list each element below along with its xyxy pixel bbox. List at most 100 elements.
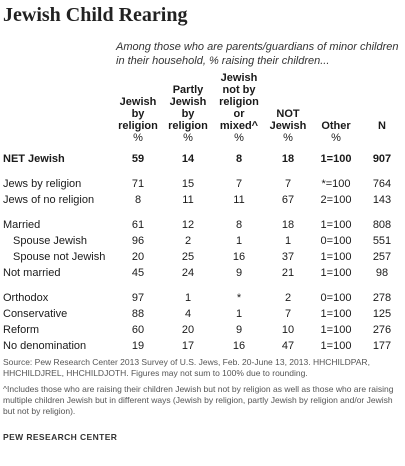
table-cell: 37 (281, 251, 295, 263)
table-cell: 2 (284, 292, 292, 304)
table-cell: 18 (281, 219, 295, 231)
table-row: No denomination 19 17 16 47 1=100 177 (3, 338, 403, 354)
table-cell: 45 (131, 267, 145, 279)
table-cell: 24 (181, 267, 195, 279)
units-row: % % % % % (3, 132, 403, 150)
row-label-header (3, 66, 113, 132)
unit-label: % (283, 132, 293, 144)
row-label: Spouse Jewish (13, 235, 87, 247)
row-spacer (3, 281, 403, 290)
table-cell: 551 (372, 235, 392, 247)
table-cell: 17 (181, 340, 195, 352)
column-header: Jewish not by religion or mixed^ (219, 72, 259, 132)
table-cell: 67 (281, 194, 295, 206)
table-row: NET Jewish 59 14 8 18 1=100 907 (3, 150, 403, 167)
table-cell: 1 (235, 235, 243, 247)
row-label: Not married (3, 267, 61, 279)
table-cell: 8 (134, 194, 142, 206)
table-cell: 16 (232, 340, 246, 352)
row-label: No denomination (3, 340, 87, 352)
table-cell: 1 (184, 292, 192, 304)
row-label: Jews by religion (3, 178, 82, 190)
table-cell: 97 (131, 292, 145, 304)
table-cell: 1=100 (320, 152, 352, 165)
table-row: Orthodox 97 1 * 2 0=100 278 (3, 290, 403, 306)
table-cell: 1=100 (320, 251, 352, 263)
table-cell: 1=100 (320, 324, 352, 336)
table-cell: 1=100 (320, 267, 352, 279)
table-cell: 1=100 (320, 308, 352, 320)
unit-label (361, 132, 403, 150)
table-cell: 18 (281, 152, 295, 165)
table-cell: 177 (372, 340, 392, 352)
table-row: Reform 60 20 9 10 1=100 276 (3, 322, 403, 338)
table-cell: 96 (131, 235, 145, 247)
table-cell: 61 (131, 219, 145, 231)
column-header: Partly Jewish by religion (168, 84, 208, 132)
table-cell: 20 (131, 251, 145, 263)
unit-label: % (133, 132, 143, 144)
header-row: Jewish by religion Partly Jewish by reli… (3, 66, 403, 132)
table-cell: 2=100 (320, 194, 352, 206)
table-row: Spouse not Jewish 20 25 16 37 1=100 257 (3, 249, 403, 265)
table-cell: 19 (131, 340, 145, 352)
row-label: Jews of no religion (3, 194, 95, 206)
table-cell: 907 (372, 152, 392, 165)
table-cell: 14 (181, 152, 195, 165)
table-row: Not married 45 24 9 21 1=100 98 (3, 265, 403, 281)
column-header: Other (321, 120, 351, 132)
table-cell: 60 (131, 324, 145, 336)
table-cell: 16 (232, 251, 246, 263)
footnote: ^Includes those who are raising their ch… (3, 384, 394, 416)
unit-label: % (234, 132, 244, 144)
table-cell: *=100 (321, 178, 351, 190)
chart-title: Jewish Child Rearing (3, 4, 188, 26)
column-header: N (378, 120, 386, 132)
table-cell: 9 (235, 324, 243, 336)
table-row: Spouse Jewish 96 2 1 1 0=100 551 (3, 233, 403, 249)
table-row: Conservative 88 4 1 7 1=100 125 (3, 306, 403, 322)
table-cell: 143 (372, 194, 392, 206)
table-cell: 1=100 (320, 340, 352, 352)
table-cell: 1 (235, 308, 243, 320)
table-cell: 21 (281, 267, 295, 279)
table-cell: 2 (184, 235, 192, 247)
table-cell: 10 (281, 324, 295, 336)
table-body: % % % % % NET Jewish 59 14 8 18 1=100 907 Jews … (3, 132, 403, 354)
table-cell: 1 (284, 235, 292, 247)
row-label: NET Jewish (3, 152, 65, 165)
table-cell: 257 (372, 251, 392, 263)
table-cell: * (236, 292, 242, 304)
table-cell: 9 (235, 267, 243, 279)
row-label: Reform (3, 324, 40, 336)
table-cell: 15 (181, 178, 195, 190)
table-cell: 88 (131, 308, 145, 320)
unit-label: % (183, 132, 193, 144)
unit-label: % (331, 132, 341, 144)
table-row: Jews of no religion 8 11 11 67 2=100 143 (3, 192, 403, 208)
row-label: Spouse not Jewish (13, 251, 106, 263)
table-row: Married 61 12 8 18 1=100 808 (3, 217, 403, 233)
table-cell: 0=100 (320, 235, 352, 247)
row-label: Orthodox (3, 292, 49, 304)
data-table: Jewish by religion Partly Jewish by reli… (3, 66, 403, 354)
table-cell: 25 (181, 251, 195, 263)
table-cell: 8 (235, 152, 243, 165)
column-header: Jewish by religion (118, 96, 158, 132)
table-cell: 1=100 (320, 219, 352, 231)
table-cell: 11 (233, 194, 245, 206)
table-cell: 125 (372, 308, 392, 320)
table-cell: 71 (131, 178, 145, 190)
table-cell: 808 (372, 219, 392, 231)
table-cell: 278 (372, 292, 392, 304)
table-cell: 276 (372, 324, 392, 336)
table-cell: 0=100 (320, 292, 352, 304)
source-note: Source: Pew Research Center 2013 Survey … (3, 357, 370, 378)
table-cell: 59 (131, 152, 145, 165)
table-cell: 7 (284, 308, 292, 320)
table-cell: 4 (184, 308, 192, 320)
table-row: Jews by religion 71 15 7 7 *=100 764 (3, 176, 403, 192)
chart-subtitle: Among those who are parents/guardians of… (116, 41, 399, 67)
table-cell: 7 (284, 178, 292, 190)
column-header: NOT Jewish (269, 108, 307, 132)
